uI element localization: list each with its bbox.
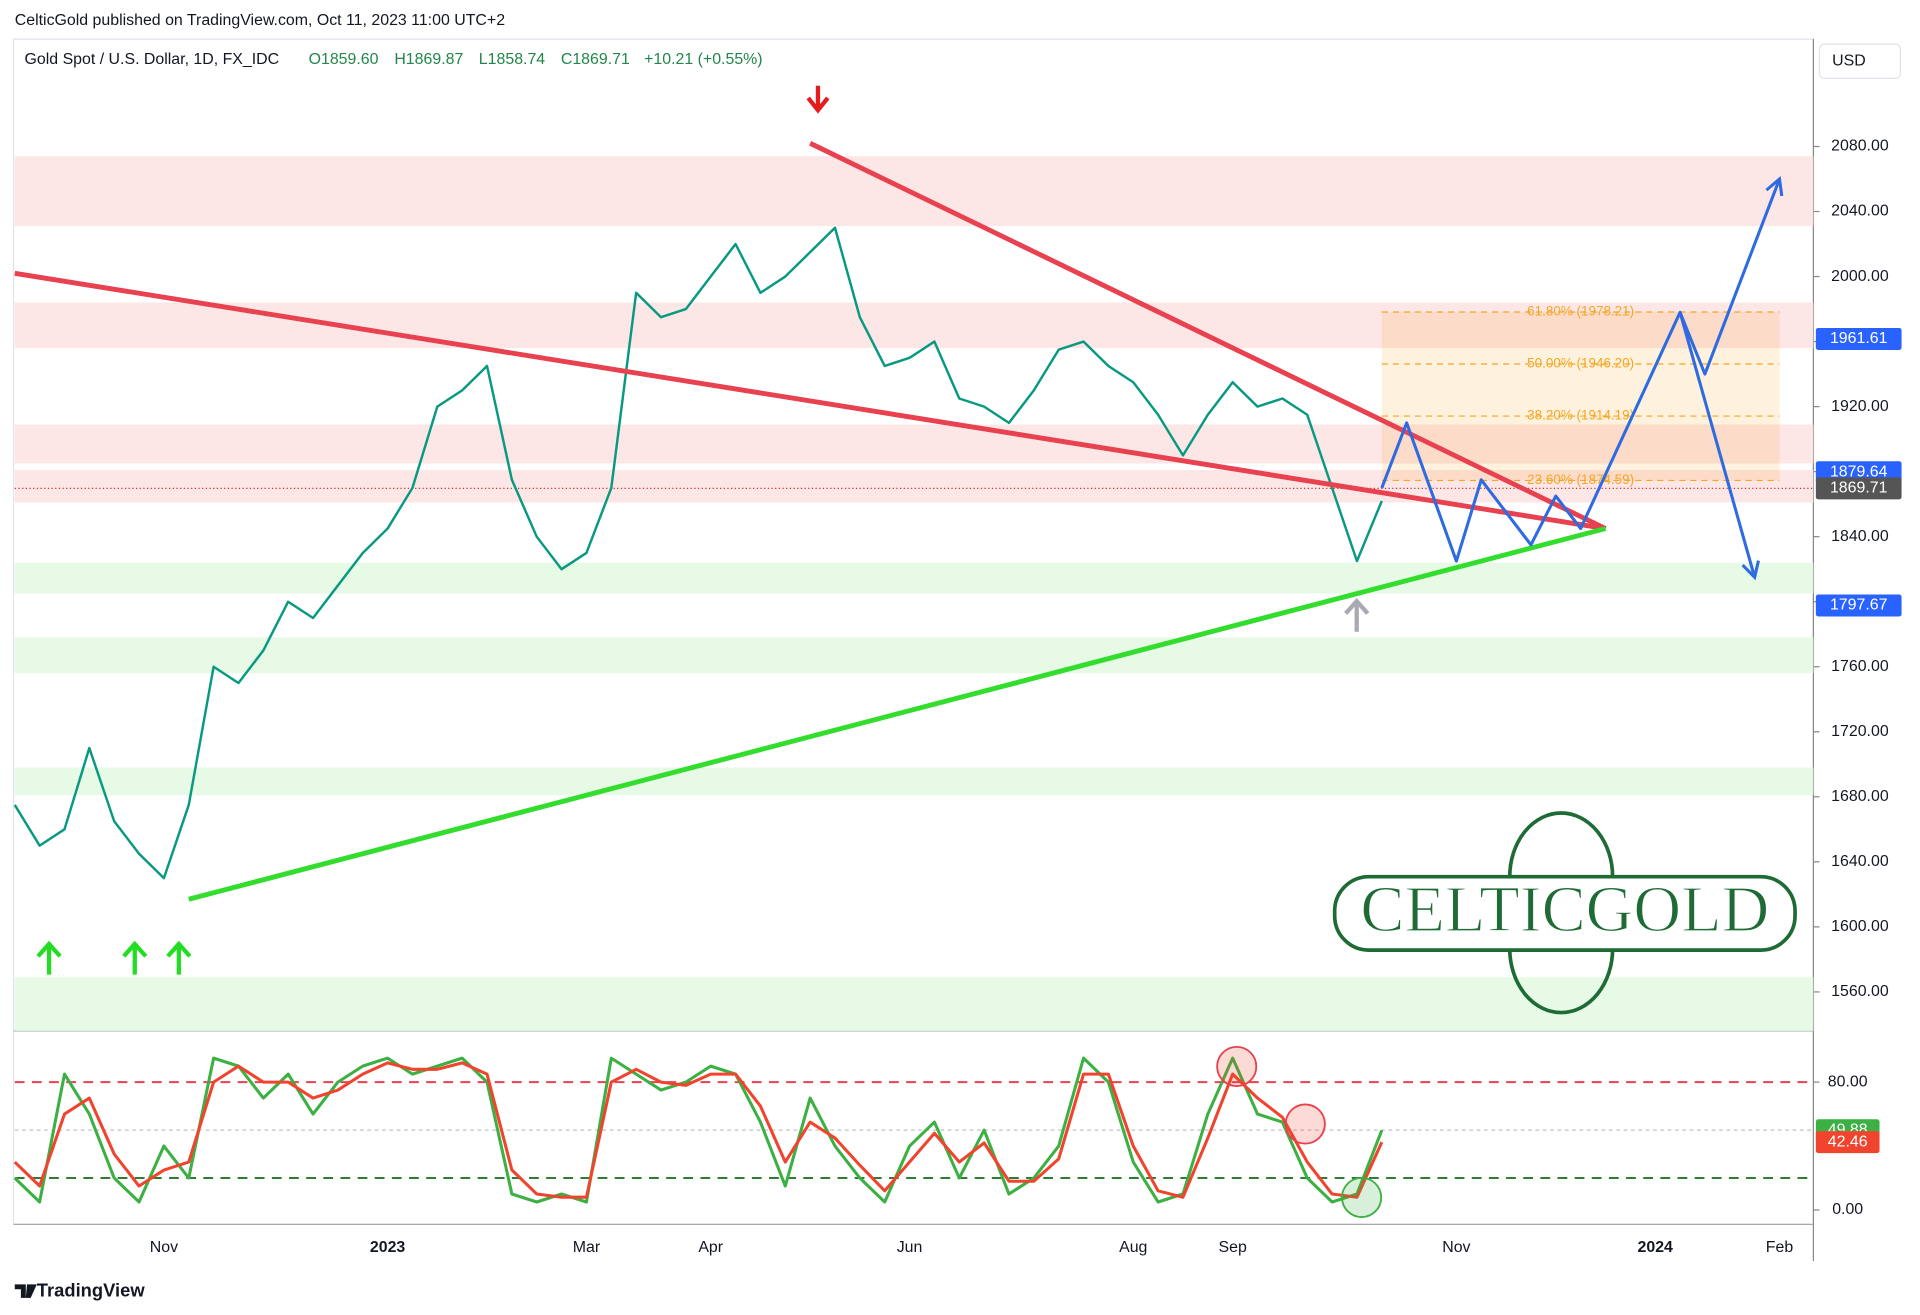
close: C1869.71 [561,51,630,68]
x-tick-label: 2024 [1638,1239,1674,1256]
symbol: Gold Spot / U.S. Dollar, 1D, FX_IDC [25,51,280,68]
zone [14,637,1814,674]
high: H1869.87 [394,51,463,68]
plot: 61.80% (1978.21) 50.00% (1946.20) 38.20% (… [13,138,1902,1256]
y-tick-label: 1600.00 [1831,918,1889,935]
down-arrow [806,85,830,114]
logo-frame [1332,874,1797,952]
y-tick-label: 1640.00 [1831,853,1889,870]
trendline [809,141,1607,531]
fib-label: 61.80% (1978.21) [1527,304,1634,319]
up-arrow [166,940,192,975]
low: L1858.74 [479,51,545,68]
zone [14,302,1814,349]
price-line [13,226,1383,880]
brand: TradingView [37,1280,146,1301]
x-tick-label: Feb [1766,1239,1794,1256]
y-tick-label: 0.00 [1832,1201,1863,1218]
currency-button[interactable] [1818,43,1901,79]
publish-line: CelticGold published on TradingView.com,… [15,12,505,29]
oversold-circle [1341,1176,1383,1218]
up-arrow [1344,597,1370,632]
up-arrow [122,940,148,975]
y-tick-label: 2000.00 [1831,268,1889,285]
y-tick-label: 1760.00 [1831,658,1889,675]
change: +10.21 (+0.55%) [644,51,763,68]
logo: CELTICGOLD [1332,811,1797,1015]
y-tick-label: 80.00 [1828,1073,1868,1090]
fib-label: 23.60% (1874.59) [1527,472,1634,487]
value-label: 42.46 [1828,1133,1868,1150]
zone [14,977,1814,1031]
trendline [14,270,1606,531]
price-label-box [1815,327,1902,350]
y-tick-label: 1840.00 [1831,528,1889,545]
currency[interactable]: USD [1832,52,1866,69]
legend-bg [14,41,811,76]
brand-icon [14,1284,37,1298]
value-label-box [1815,1131,1880,1154]
annotations [36,85,1383,1218]
zone [14,424,1814,464]
zone [14,767,1814,796]
x-tick-label: Aug [1119,1239,1147,1256]
projection [1678,311,1757,578]
price-label: 1869.71 [1830,480,1888,497]
x-tick-label: Nov [150,1239,178,1256]
fib-label: 38.20% (1914.19) [1527,408,1634,423]
projection [1380,178,1781,563]
up-arrow [36,940,62,975]
logo-text: CELTICGOLD [1360,873,1769,946]
price-label: 1961.61 [1830,330,1888,347]
y-tick-label: 1560.00 [1831,983,1889,1000]
x-tick-label: 2023 [370,1239,406,1256]
projection-arrowhead [1741,560,1760,581]
price-label-box [1815,594,1902,617]
overbought-circle [1216,1045,1258,1087]
x-tick-label: Mar [573,1239,601,1256]
oscillator-line [13,1061,1384,1199]
price-label-box [1815,477,1902,500]
zone [14,562,1814,594]
trendline [188,526,1607,902]
projection-arrowhead [1765,176,1784,197]
price-label: 1879.64 [1830,463,1888,480]
y-tick-label: 1920.00 [1831,398,1889,415]
y-tick-label: 1720.00 [1831,723,1889,740]
x-tick-label: Apr [698,1239,723,1256]
y-tick-label: 2040.00 [1831,203,1889,220]
y-tick-label: 1680.00 [1831,788,1889,805]
fib-label: 50.00% (1946.20) [1527,356,1634,371]
x-tick-label: Jun [897,1239,923,1256]
oscillator-line [13,1056,1384,1204]
y-tick-label: 2080.00 [1831,138,1889,155]
price-label: 1797.67 [1830,597,1888,614]
x-tick-label: Nov [1442,1239,1470,1256]
overbought-circle [1284,1103,1326,1145]
x-tick-label: Sep [1219,1239,1247,1256]
open: O1859.60 [309,51,379,68]
